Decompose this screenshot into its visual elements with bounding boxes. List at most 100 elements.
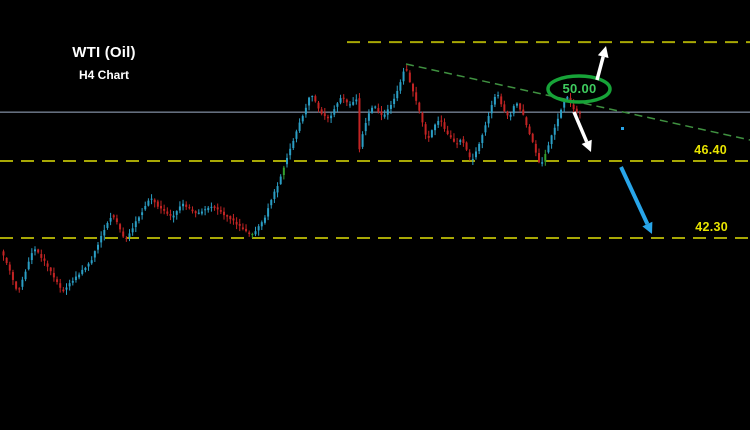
candle bbox=[62, 287, 65, 293]
candles-group bbox=[2, 65, 581, 295]
candle bbox=[361, 131, 364, 149]
candle bbox=[286, 153, 288, 168]
candle bbox=[30, 248, 33, 265]
candle bbox=[175, 210, 178, 220]
candle bbox=[525, 116, 528, 128]
candle bbox=[90, 256, 93, 265]
candle bbox=[317, 100, 320, 113]
candle bbox=[364, 117, 367, 136]
candle bbox=[440, 115, 443, 127]
candle bbox=[556, 113, 559, 131]
candle bbox=[49, 266, 52, 276]
candle bbox=[238, 218, 241, 232]
candle bbox=[81, 265, 84, 276]
candle bbox=[522, 104, 525, 116]
candle bbox=[437, 116, 440, 128]
candle bbox=[106, 221, 109, 230]
candle bbox=[452, 133, 455, 143]
candle bbox=[134, 216, 137, 233]
candle bbox=[232, 213, 235, 225]
candle bbox=[248, 230, 251, 237]
cyan-dot-marker[interactable] bbox=[621, 127, 624, 130]
candle bbox=[541, 157, 544, 167]
candle bbox=[273, 189, 276, 204]
candle bbox=[15, 280, 18, 291]
blue-down-arrow[interactable] bbox=[619, 166, 650, 225]
candle bbox=[528, 124, 531, 136]
candle bbox=[267, 203, 270, 221]
white-up-arrow-head bbox=[597, 46, 609, 59]
candle bbox=[141, 208, 144, 220]
candle bbox=[544, 149, 547, 166]
candle bbox=[197, 209, 200, 215]
candle bbox=[137, 216, 140, 224]
candle bbox=[2, 249, 5, 261]
candle bbox=[21, 276, 24, 290]
candle bbox=[320, 106, 323, 116]
candle bbox=[550, 134, 553, 149]
candle bbox=[24, 269, 27, 282]
white-down-arrow[interactable] bbox=[572, 111, 589, 143]
candle bbox=[194, 210, 197, 218]
candle bbox=[405, 65, 408, 72]
candle bbox=[465, 141, 468, 152]
fifty-level-ellipse[interactable] bbox=[546, 74, 612, 104]
candle bbox=[367, 109, 370, 126]
candle bbox=[421, 111, 424, 127]
blue-down-arrow-head bbox=[642, 221, 653, 234]
candle bbox=[408, 70, 411, 83]
candle bbox=[295, 129, 298, 143]
candle bbox=[352, 97, 355, 106]
candle bbox=[358, 93, 361, 153]
candle bbox=[263, 215, 266, 225]
candle bbox=[71, 277, 74, 286]
candle bbox=[97, 242, 99, 254]
candle bbox=[377, 103, 380, 114]
candle bbox=[169, 209, 172, 221]
candle bbox=[374, 105, 377, 109]
candle bbox=[336, 102, 339, 112]
candle bbox=[339, 94, 342, 105]
candle bbox=[383, 109, 386, 119]
candle bbox=[27, 257, 30, 271]
candle bbox=[5, 257, 8, 265]
candle bbox=[506, 110, 509, 119]
candle bbox=[125, 236, 128, 242]
candle bbox=[103, 224, 106, 241]
candle bbox=[481, 133, 484, 149]
candle bbox=[200, 208, 203, 216]
chart-title-block: WTI (Oil) H4 Chart bbox=[62, 44, 146, 82]
candle bbox=[56, 276, 59, 285]
candle bbox=[109, 212, 112, 226]
candle bbox=[512, 104, 515, 117]
candle bbox=[475, 147, 477, 160]
candle bbox=[560, 108, 563, 119]
white-up-arrow[interactable] bbox=[595, 56, 605, 81]
candle bbox=[150, 194, 153, 205]
candle bbox=[418, 101, 421, 114]
candle bbox=[282, 165, 285, 180]
candle bbox=[412, 82, 414, 97]
candle bbox=[399, 79, 402, 94]
candle bbox=[219, 206, 222, 215]
candle bbox=[487, 112, 490, 128]
candle bbox=[112, 214, 115, 220]
candle bbox=[216, 203, 219, 215]
candle bbox=[289, 143, 292, 160]
candle bbox=[18, 287, 21, 293]
candle bbox=[223, 207, 225, 220]
candle bbox=[204, 205, 207, 216]
candle bbox=[446, 125, 449, 136]
candle bbox=[260, 220, 263, 230]
candle bbox=[163, 204, 166, 215]
candle bbox=[147, 198, 150, 207]
candle bbox=[415, 86, 418, 105]
candle bbox=[443, 118, 446, 132]
candle bbox=[241, 223, 244, 231]
candle bbox=[131, 223, 134, 236]
candle bbox=[371, 105, 374, 114]
candle bbox=[326, 114, 329, 123]
candle bbox=[308, 96, 311, 111]
candle bbox=[78, 272, 81, 280]
